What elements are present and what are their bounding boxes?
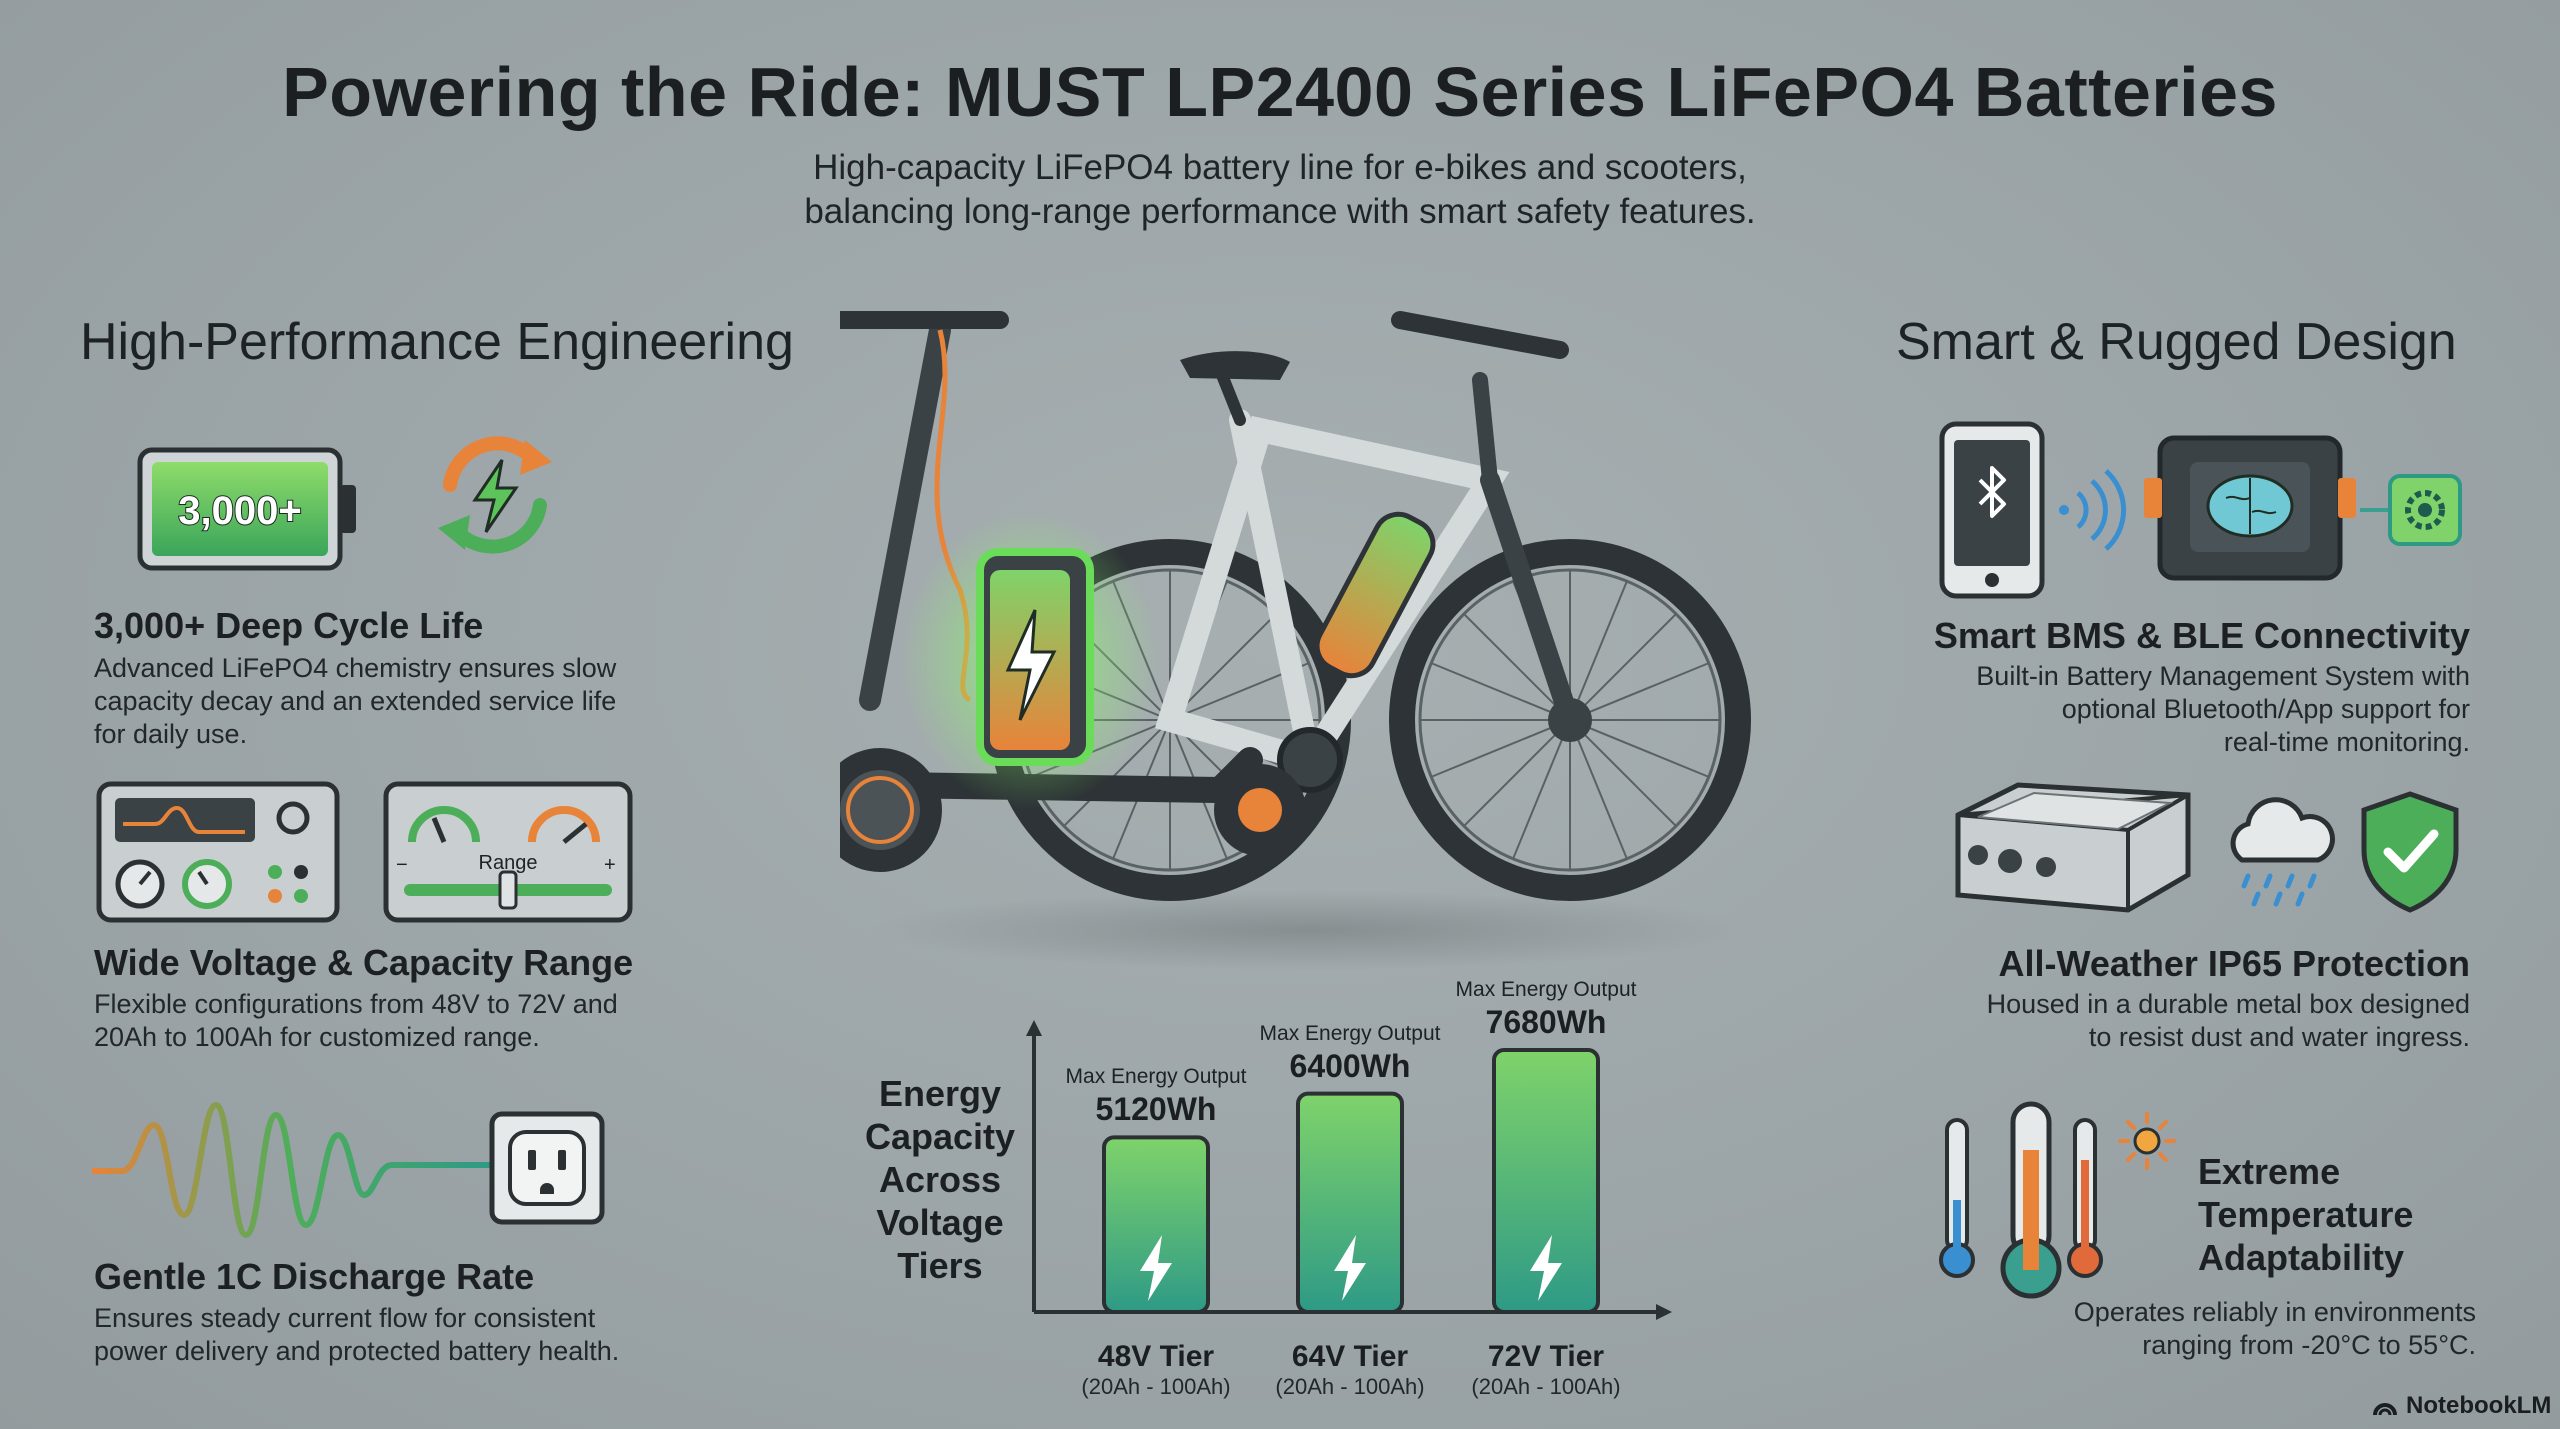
control-panel-icon <box>96 781 340 923</box>
subtitle-line-2: balancing long-range performance with sm… <box>804 192 1756 231</box>
left-section-heading: High-Performance Engineering <box>80 313 794 371</box>
bar-caption: Max Energy Output <box>1455 977 1637 1001</box>
phone-bluetooth-icon <box>1939 421 2045 599</box>
scooter-and-ebike-illustration <box>840 311 1751 970</box>
range-minus-label: − <box>396 854 408 876</box>
chart-bar <box>1492 1047 1600 1314</box>
bms-chip-icon <box>2144 435 2356 581</box>
chart-label: Energy Capacity Across Voltage Tiers <box>864 1073 1016 1286</box>
feature-ip65-desc: Housed in a durable metal box designed t… <box>1986 989 2470 1052</box>
range-plus-label: + <box>604 854 616 876</box>
recycle-bolt-icon <box>438 436 552 554</box>
feature-discharge-desc: Ensures steady current flow for consiste… <box>94 1303 620 1366</box>
bolt-icon <box>1140 1235 1172 1301</box>
bar-value-label: 7680Wh <box>1485 1003 1607 1040</box>
feature-range-desc: Flexible configurations from 48V to 72V … <box>94 989 618 1052</box>
feature-temperature-desc: Operates reliably in environments rangin… <box>2073 1297 2476 1360</box>
bike-frame <box>1154 311 1580 774</box>
feature-bms-desc: Built-in Battery Management System with … <box>1976 661 2470 757</box>
bolt-icon <box>1530 1235 1562 1301</box>
tier-label: 64V Tier <box>1291 1340 1409 1373</box>
bar-caption: Max Energy Output <box>1065 1065 1247 1089</box>
gear-icon <box>2360 474 2462 546</box>
thermometer-icon <box>1939 1101 2103 1299</box>
shield-check-icon <box>2361 791 2459 913</box>
chart-bar <box>1102 1135 1210 1315</box>
feature-ip65-title: All-Weather IP65 Protection <box>1998 943 2470 984</box>
range-gauge-icon: Range − + <box>382 780 634 925</box>
bar-value-label: 5120Wh <box>1095 1091 1217 1128</box>
feature-cycle-desc: Advanced LiFePO4 chemistry ensures slow … <box>94 653 617 749</box>
bar-caption: Max Energy Output <box>1259 1021 1441 1045</box>
tier-label: 48V Tier <box>1097 1340 1215 1373</box>
tier-sublabel: (20Ah - 100Ah) <box>1275 1374 1425 1399</box>
feature-cycle-title: 3,000+ Deep Cycle Life <box>94 605 484 646</box>
rain-cloud-icon <box>2230 797 2335 907</box>
energy-capacity-chart <box>1026 1020 1672 1320</box>
right-section-heading: Smart & Rugged Design <box>1896 313 2457 371</box>
power-outlet-icon <box>489 1111 605 1225</box>
bolt-icon <box>1334 1235 1366 1301</box>
range-gauge-label: Range <box>478 852 538 874</box>
page-title: Powering the Ride: MUST LP2400 Series Li… <box>282 53 2278 131</box>
wireless-signal-icon <box>2059 469 2127 551</box>
feature-discharge-title: Gentle 1C Discharge Rate <box>94 1256 535 1297</box>
tier-sublabel: (20Ah - 100Ah) <box>1081 1374 1231 1399</box>
bike-frame-battery <box>1314 511 1436 679</box>
battery-badge-text: 3,000+ <box>178 489 301 533</box>
bike-saddle <box>1180 351 1290 380</box>
chart-bar <box>1296 1091 1404 1314</box>
metal-box-icon <box>1955 782 2191 913</box>
glowing-battery <box>900 510 1160 810</box>
tier-label: 72V Tier <box>1487 1340 1605 1373</box>
sun-icon <box>2118 1112 2176 1170</box>
subtitle-line-1: High-capacity LiFePO4 battery line for e… <box>813 148 1747 187</box>
feature-temperature-title: Extreme Temperature Adaptability <box>2198 1151 2414 1278</box>
feature-range-title: Wide Voltage & Capacity Range <box>94 942 634 983</box>
brand-badge: NotebookLM <box>2372 1392 2551 1420</box>
brand-label: NotebookLM <box>2406 1392 2552 1419</box>
scooter <box>840 311 1306 872</box>
bar-value-label: 6400Wh <box>1289 1047 1411 1084</box>
waveform-icon <box>92 1101 492 1239</box>
notebooklm-logo-icon <box>2373 1403 2397 1416</box>
battery-icon: 3,000+ <box>137 447 356 571</box>
feature-bms-title: Smart BMS & BLE Connectivity <box>1933 615 2470 656</box>
tier-sublabel: (20Ah - 100Ah) <box>1471 1374 1621 1399</box>
